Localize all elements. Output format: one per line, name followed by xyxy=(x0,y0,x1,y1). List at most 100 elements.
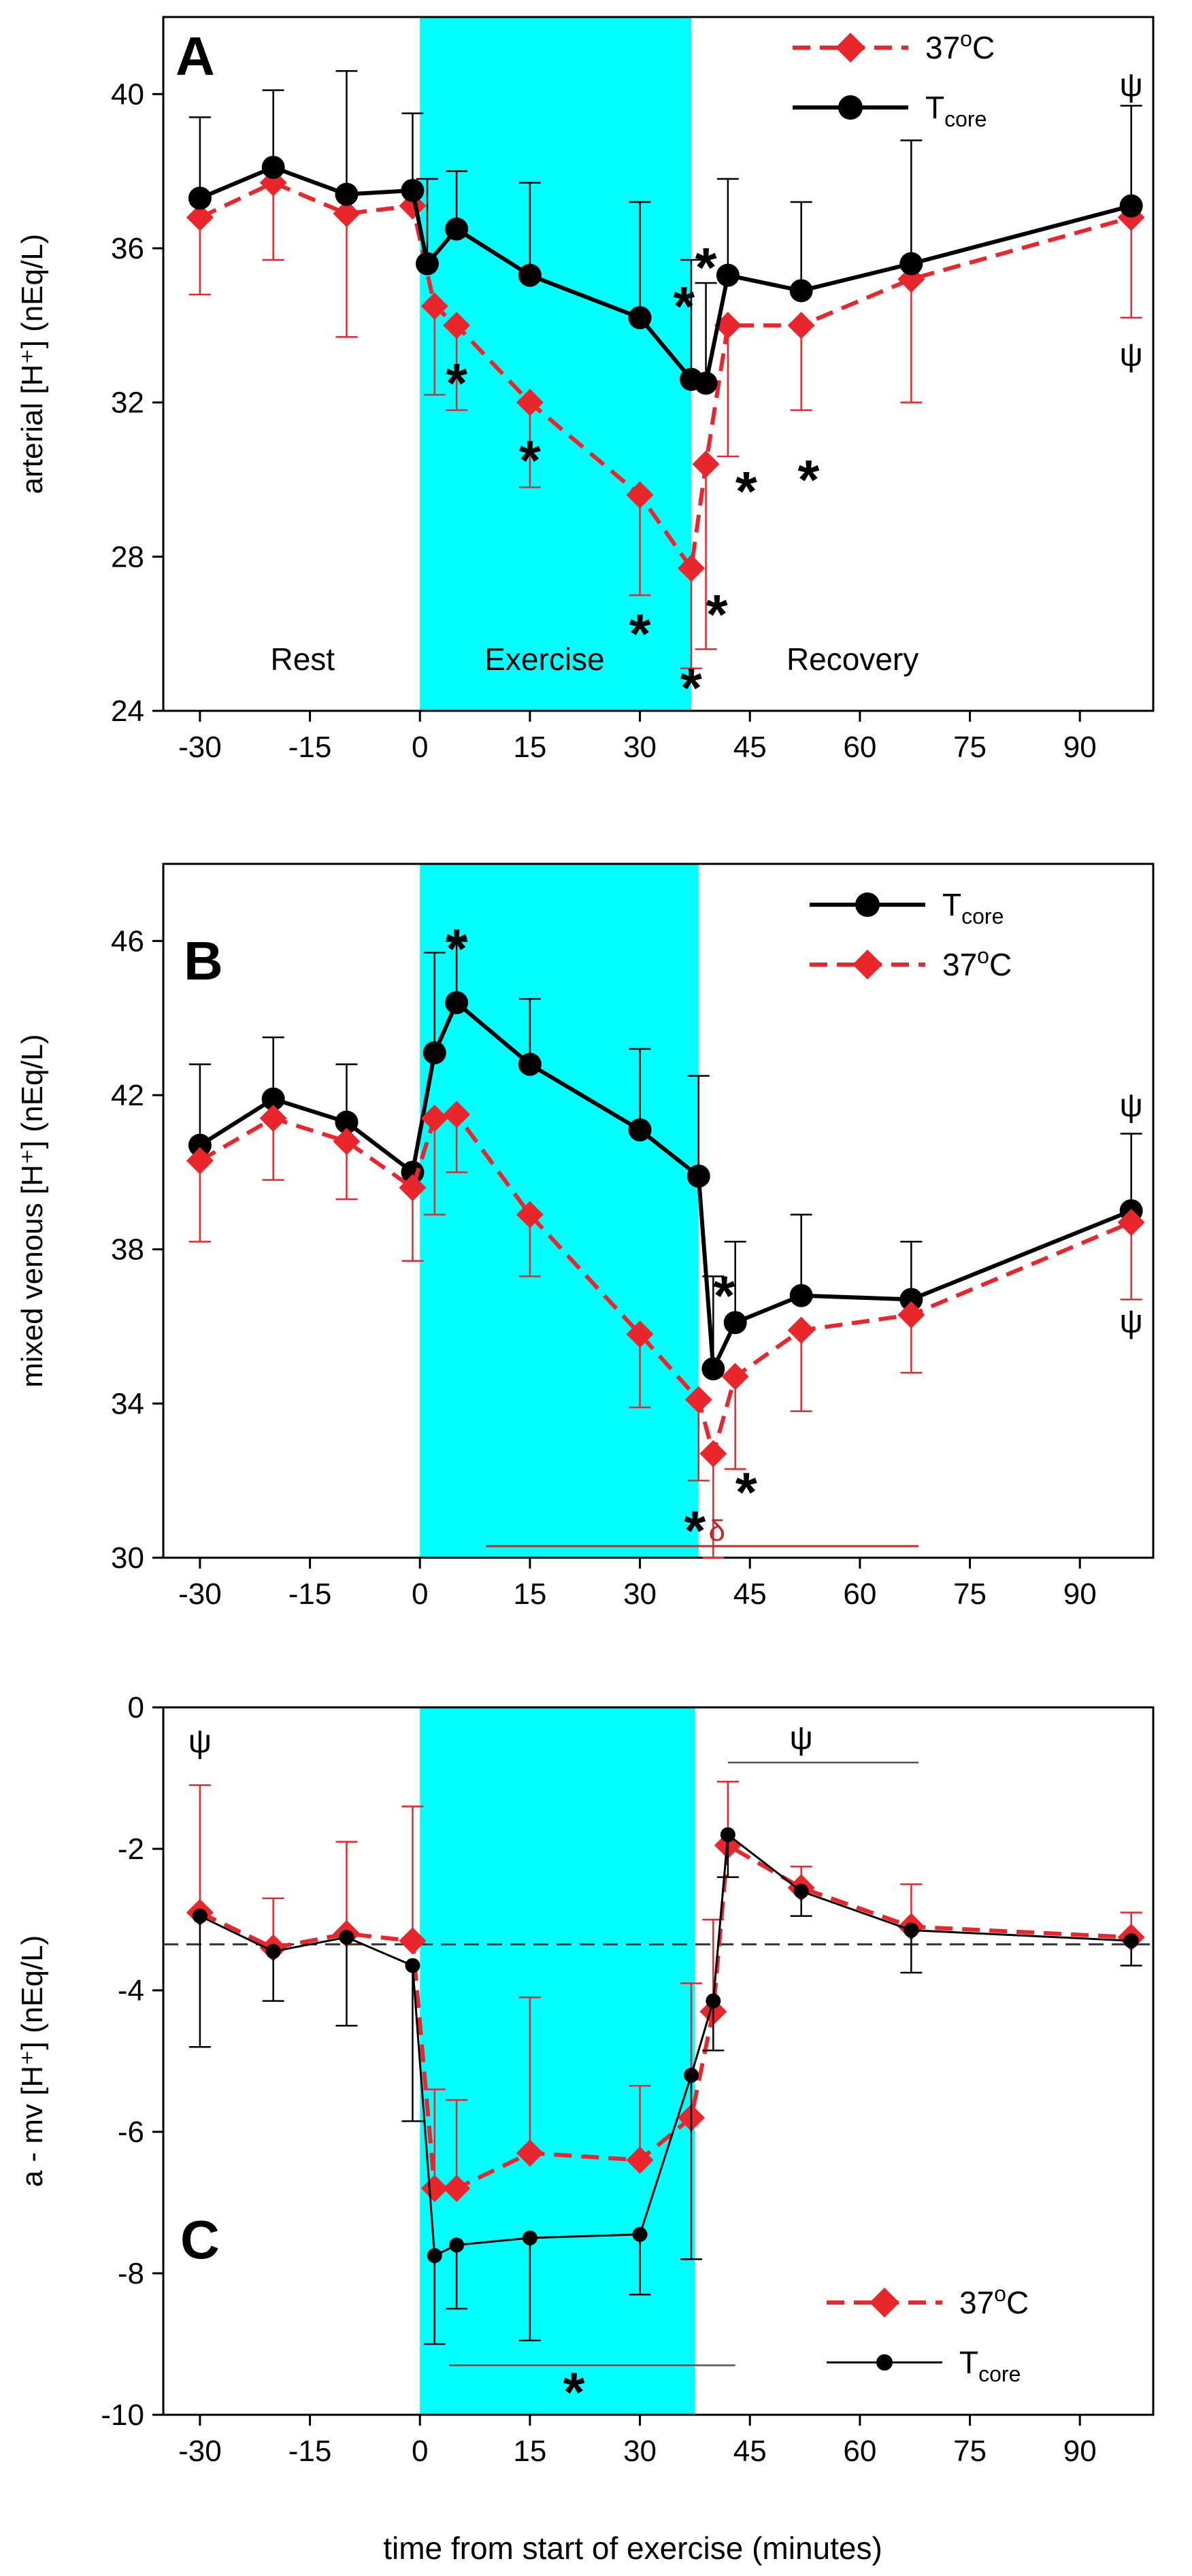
x-axis-title: time from start of exercise (minutes) xyxy=(383,2530,882,2566)
significance-asterisk: * xyxy=(706,584,728,646)
data-point xyxy=(686,1165,710,1188)
x-tick-label: 90 xyxy=(1063,731,1097,764)
y-tick-label: 40 xyxy=(111,78,144,111)
y-tick-label: 38 xyxy=(111,1233,144,1267)
series-red xyxy=(186,1101,1145,1559)
legend-label: Tcore xyxy=(942,887,1004,929)
data-point xyxy=(333,200,361,227)
data-point xyxy=(405,1958,420,1973)
y-tick-label: 0 xyxy=(128,1691,144,1724)
delta-symbol: δ xyxy=(708,1514,725,1548)
x-tick-label: 45 xyxy=(733,731,767,764)
panel-letter: A xyxy=(176,26,215,86)
data-point xyxy=(516,1201,544,1228)
legend-label: 37oC xyxy=(925,27,995,65)
legend-marker xyxy=(835,33,865,63)
x-tick-label: 45 xyxy=(733,1577,767,1611)
psi-symbol: ψ xyxy=(1120,67,1143,103)
data-point xyxy=(339,1930,354,1945)
data-point xyxy=(399,1174,427,1201)
data-point xyxy=(789,279,813,303)
data-point xyxy=(449,2237,465,2253)
y-tick-label: -10 xyxy=(101,2398,144,2432)
x-tick-label: 30 xyxy=(623,1577,657,1611)
data-point xyxy=(793,1884,809,1899)
data-point xyxy=(723,1311,747,1335)
x-tick-label: -15 xyxy=(288,2435,332,2468)
legend: 37oC Tcore xyxy=(793,27,995,131)
data-point xyxy=(899,252,923,275)
x-tick-label: -15 xyxy=(288,1577,332,1611)
data-point xyxy=(787,312,815,339)
y-tick-label: -2 xyxy=(118,1833,144,1866)
psi-symbol: ψ xyxy=(188,1724,212,1760)
data-point xyxy=(626,481,654,509)
data-point xyxy=(443,2175,471,2203)
data-point xyxy=(420,292,448,320)
legend-marker xyxy=(870,2288,899,2318)
x-tick-label: 30 xyxy=(623,731,657,764)
x-tick-label: -30 xyxy=(178,731,222,764)
data-point xyxy=(522,2230,537,2245)
y-tick-label: 42 xyxy=(111,1079,144,1112)
data-point xyxy=(787,1316,815,1344)
data-point xyxy=(445,217,469,241)
series-line xyxy=(199,1001,1132,1371)
legend: 37oC Tcore xyxy=(827,2281,1029,2386)
data-point xyxy=(259,1105,287,1132)
plot-frame xyxy=(162,1706,1155,2416)
psi-symbol: ψ xyxy=(1120,337,1143,373)
data-point xyxy=(401,179,425,202)
x-tick-label: 60 xyxy=(843,731,876,764)
x-tick-label: -30 xyxy=(178,2435,222,2468)
data-point xyxy=(720,1827,735,1843)
data-point xyxy=(706,1993,721,2009)
data-point xyxy=(628,306,652,329)
data-point xyxy=(904,1922,919,1938)
significance-asterisk: * xyxy=(735,461,757,522)
data-point xyxy=(188,1133,212,1157)
significance-asterisk: * xyxy=(684,1501,706,1562)
data-point xyxy=(516,2139,544,2167)
y-tick-label: -8 xyxy=(118,2257,144,2290)
data-point xyxy=(518,1052,542,1076)
y-tick-label: -6 xyxy=(118,2115,144,2149)
legend-label: 37oC xyxy=(959,2281,1029,2320)
x-tick-label: 0 xyxy=(412,731,428,764)
exercise-band xyxy=(420,1707,695,2415)
significance-asterisk: * xyxy=(695,237,717,299)
x-tick-label: 75 xyxy=(953,731,987,764)
data-point xyxy=(721,1362,749,1390)
data-point xyxy=(699,1440,727,1467)
plot-frame xyxy=(162,16,1155,712)
data-point xyxy=(632,2226,648,2242)
legend-marker xyxy=(838,95,863,120)
plot-frame xyxy=(162,863,1155,1559)
data-point xyxy=(259,169,287,197)
significance-asterisk: * xyxy=(446,918,467,980)
data-point xyxy=(701,1357,725,1381)
y-tick-label: 32 xyxy=(111,386,144,420)
psi-symbol: ψ xyxy=(1120,1303,1143,1339)
series-red xyxy=(186,169,1145,669)
data-point xyxy=(897,1301,925,1328)
data-point xyxy=(335,182,359,206)
significance-asterisk: * xyxy=(680,657,702,719)
data-point xyxy=(516,388,544,416)
legend: Tcore 37oC xyxy=(810,887,1012,982)
panel-b: -30 -15 0 15 30 45 60 75 90 30 34 38 42 46 mixed venou… xyxy=(16,863,1155,1611)
data-point xyxy=(443,1101,471,1128)
legend-label: Tcore xyxy=(925,90,987,131)
y-axis-title: mixed venous [H⁺] (nEq/L) xyxy=(16,1034,49,1388)
data-point xyxy=(423,1041,446,1065)
exercise-band xyxy=(420,864,699,1558)
x-tick-label: 45 xyxy=(733,2435,767,2468)
x-tick-label: 60 xyxy=(843,1577,876,1611)
data-point xyxy=(443,312,471,339)
psi-symbol: ψ xyxy=(1120,1088,1143,1124)
psi-symbol: ψ xyxy=(790,1720,813,1756)
data-point xyxy=(692,450,720,478)
y-tick-label: 30 xyxy=(111,1541,144,1575)
data-point xyxy=(518,263,542,287)
